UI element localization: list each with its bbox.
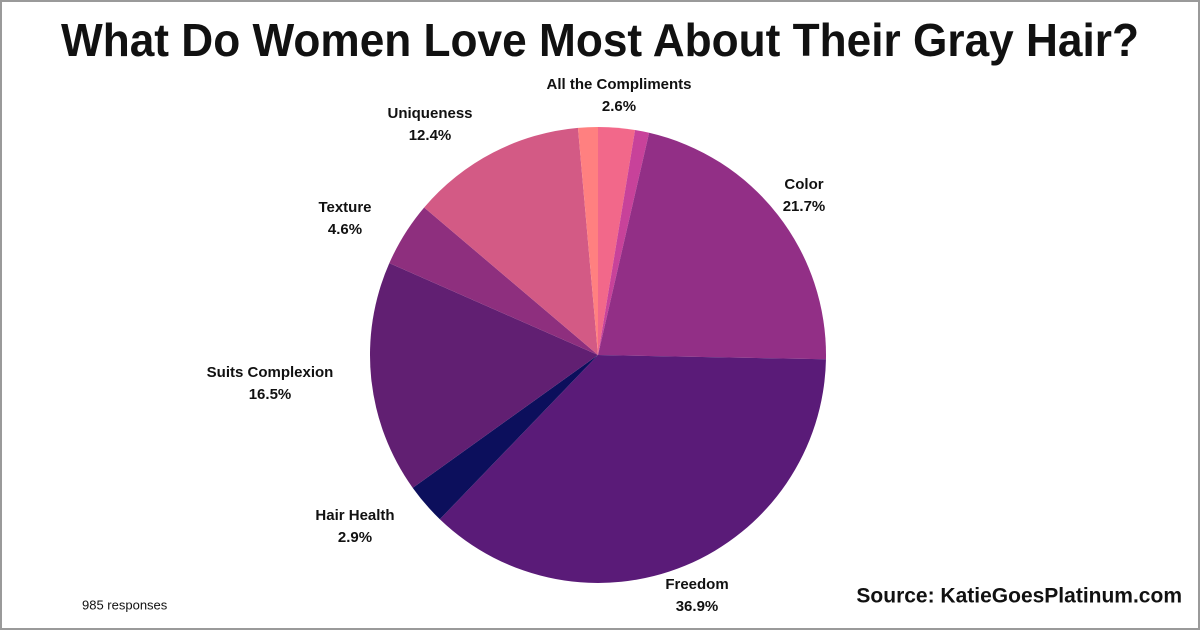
chart-title: What Do Women Love Most About Their Gray… <box>61 14 1139 66</box>
pie-slice <box>598 127 636 355</box>
slice-value-label: 4.6% <box>328 221 362 238</box>
pie-slice <box>577 127 598 355</box>
slice-label: Freedom <box>665 576 728 593</box>
pie-slice <box>439 355 826 583</box>
slice-label: All the Compliments <box>546 76 691 93</box>
slice-value-label: 2.6% <box>602 98 636 115</box>
pie-slice <box>389 207 598 355</box>
slice-label: Texture <box>318 199 371 216</box>
pie-slice <box>370 263 598 488</box>
pie-slice <box>412 355 598 520</box>
slice-value-label: 21.7% <box>783 198 826 215</box>
slice-label: Color <box>784 176 823 193</box>
pie-slice <box>598 132 826 360</box>
pie-slice <box>598 130 650 355</box>
source-note: Source: KatieGoesPlatinum.com <box>856 585 1182 608</box>
responses-note: 985 responses <box>82 597 168 612</box>
slice-label: Hair Health <box>315 507 394 524</box>
slice-value-label: 16.5% <box>249 386 292 403</box>
slice-value-label: 12.4% <box>409 127 452 144</box>
slice-value-label: 36.9% <box>676 598 719 615</box>
slice-value-label: 2.9% <box>338 529 372 546</box>
slice-label: Suits Complexion <box>207 364 334 381</box>
pie-slice <box>424 127 598 356</box>
slice-label: Uniqueness <box>387 105 472 122</box>
